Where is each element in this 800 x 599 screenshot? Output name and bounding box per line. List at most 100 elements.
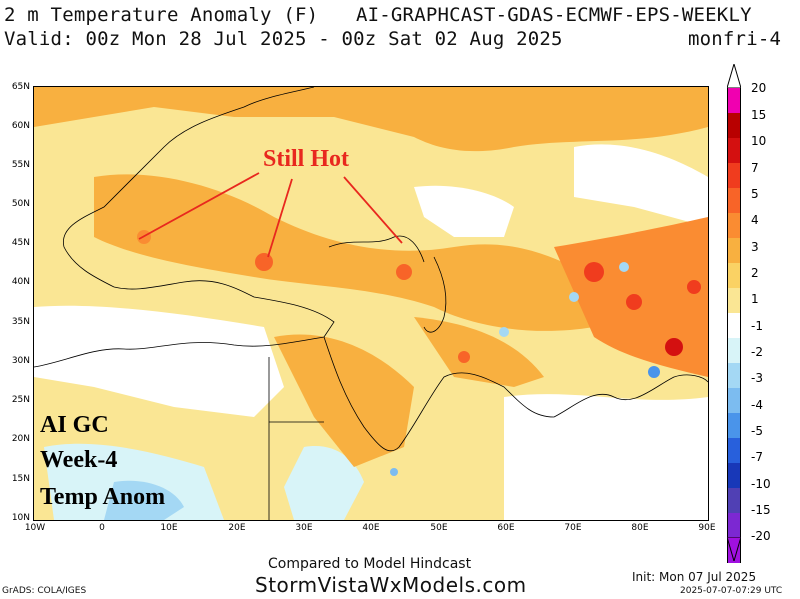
colorbar-swatch <box>727 413 741 438</box>
lon-label: 50E <box>430 523 448 533</box>
hot-spot <box>396 264 412 280</box>
lon-label: 90E <box>698 523 716 533</box>
colorbar-label: -15 <box>751 503 771 517</box>
still-hot-annotation: Still Hot <box>263 146 350 172</box>
lat-label: 65N <box>11 82 30 92</box>
lon-label: 40E <box>362 523 380 533</box>
colorbar-swatch <box>727 288 741 313</box>
colorbar-label: 15 <box>751 108 767 122</box>
hot-spot <box>626 294 642 310</box>
cool-spot <box>569 292 579 302</box>
lat-label: 35N <box>11 317 30 327</box>
colorbar-swatch <box>727 363 741 388</box>
colorbar-label: -7 <box>751 450 763 464</box>
colorbar-swatch <box>727 438 741 463</box>
cool-anomaly-area <box>284 446 364 520</box>
colorbar-swatch <box>727 138 741 163</box>
lat-label: 20N <box>11 434 30 444</box>
near-normal-area <box>414 185 514 237</box>
colorbar-swatch <box>727 338 741 363</box>
colorbar-label: -1 <box>751 319 763 333</box>
lon-label: 30E <box>295 523 313 533</box>
model-name: AI-GRAPHCAST-GDAS-ECMWF-EPS-WEEKLY <box>356 4 752 26</box>
coastlines <box>34 87 708 520</box>
near-normal-area <box>574 144 708 227</box>
lon-label: 80E <box>631 523 649 533</box>
map-title: 2 m Temperature Anomaly (F) <box>4 4 319 26</box>
colorbar-label: -10 <box>751 477 771 491</box>
footer-timestamp: 2025-07-07-07:29 UTC <box>680 586 783 596</box>
colorbar-bottom-arrow <box>727 537 741 561</box>
anomaly-map <box>33 86 709 521</box>
warm-anomaly-area <box>94 174 594 331</box>
lon-label: 10W <box>24 523 46 533</box>
footer-site: StormVistaWxModels.com <box>255 573 527 597</box>
lat-label: 55N <box>11 160 30 170</box>
colorbar-label: -20 <box>751 529 771 543</box>
cool-spot <box>390 468 398 476</box>
colorbar-swatch <box>727 238 741 263</box>
colorbar-swatch <box>727 488 741 513</box>
footer-credit: GrADS: COLA/IGES <box>2 586 87 596</box>
colorbar-swatch <box>727 113 741 138</box>
overlay-model-label: AI GC <box>40 412 109 438</box>
colorbar-label: 1 <box>751 292 759 306</box>
colorbar-swatch <box>727 88 741 113</box>
lat-label: 40N <box>11 277 30 287</box>
lon-label: 0 <box>99 523 105 533</box>
colorbar-swatch <box>727 313 741 338</box>
colorbar-label: -2 <box>751 345 763 359</box>
lat-label: 60N <box>11 121 30 131</box>
lon-label: 20E <box>228 523 246 533</box>
colorbar-label: -3 <box>751 371 763 385</box>
colorbar-swatch <box>727 513 741 538</box>
warm-anomaly-area <box>414 317 544 387</box>
near-normal-area <box>34 305 284 417</box>
colorbar-label: 7 <box>751 161 759 175</box>
hot-spot <box>458 351 470 363</box>
colorbar-label: -4 <box>751 398 763 412</box>
warm-anomaly-area <box>34 87 708 152</box>
hot-spot <box>665 338 683 356</box>
near-normal-area <box>504 394 708 520</box>
anomaly-field <box>34 87 708 520</box>
lat-label: 15N <box>11 474 30 484</box>
lat-label: 10N <box>11 513 30 523</box>
colorbar-top-arrow <box>727 64 741 88</box>
colorbar-swatch <box>727 388 741 413</box>
colorbar-label: 4 <box>751 213 759 227</box>
colorbar-label: -5 <box>751 424 763 438</box>
overlay-week-label: Week-4 <box>40 447 118 473</box>
colorbar-label: 3 <box>751 240 759 254</box>
annotation-arrows <box>138 172 403 258</box>
hot-spot <box>255 253 273 271</box>
colorbar-label: 5 <box>751 187 759 201</box>
colorbar-label: 2 <box>751 266 759 280</box>
lat-label: 30N <box>11 356 30 366</box>
period-code: monfri-4 <box>688 28 782 50</box>
lon-label: 60E <box>497 523 515 533</box>
colorbar-swatch <box>727 163 741 188</box>
lat-label: 45N <box>11 238 30 248</box>
cool-anomaly-area <box>104 480 184 520</box>
hot-spot <box>687 280 701 294</box>
colorbar-label: 10 <box>751 134 767 148</box>
colorbar-swatch <box>727 213 741 238</box>
cool-spot <box>499 327 509 337</box>
colorbar-swatch <box>727 463 741 488</box>
warm-anomaly-area <box>274 334 414 467</box>
lon-label: 70E <box>564 523 582 533</box>
lon-label: 10E <box>160 523 178 533</box>
footer-compared: Compared to Model Hindcast <box>268 556 472 572</box>
colorbar-label: 20 <box>751 81 767 95</box>
cool-spot <box>648 366 660 378</box>
cool-spot <box>619 262 629 272</box>
hot-spot <box>584 262 604 282</box>
overlay-anomaly-label: Temp Anom <box>40 484 166 510</box>
colorbar-swatch <box>727 263 741 288</box>
lat-label: 25N <box>11 395 30 405</box>
footer-init-time: Init: Mon 07 Jul 2025 <box>632 570 757 584</box>
valid-period: Valid: 00z Mon 28 Jul 2025 - 00z Sat 02 … <box>4 28 563 50</box>
colorbar-swatch <box>727 188 741 213</box>
lat-label: 50N <box>11 199 30 209</box>
